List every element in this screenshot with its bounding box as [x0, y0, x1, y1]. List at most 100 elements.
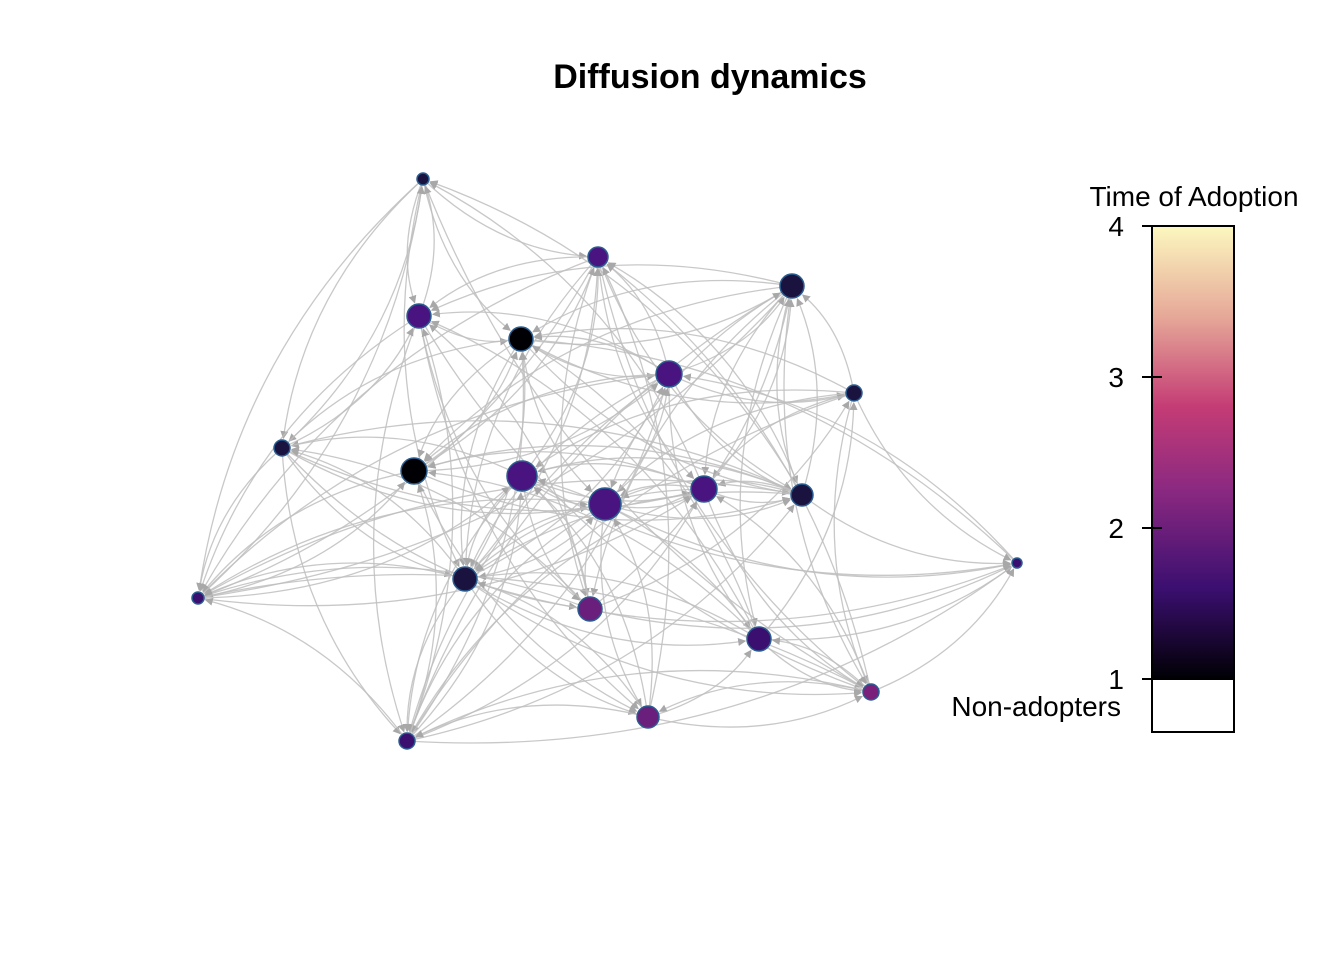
network-edge — [658, 681, 872, 712]
legend-ticks: 4 3 2 1 — [1108, 211, 1162, 695]
network-edge — [597, 256, 695, 479]
network-node — [577, 596, 603, 622]
network-edge — [202, 470, 415, 593]
network-edge — [801, 294, 855, 394]
network-edge — [532, 345, 760, 640]
network-edge — [520, 338, 791, 496]
network-edge — [464, 386, 664, 580]
network-edge — [647, 695, 863, 728]
network-edge — [520, 338, 846, 404]
network-node — [1011, 557, 1023, 569]
network-node — [636, 705, 660, 729]
network-node — [191, 591, 205, 605]
network-edge — [417, 338, 522, 458]
network-edge — [427, 469, 760, 640]
network-edge — [406, 484, 437, 742]
network-node — [416, 172, 430, 186]
network-node — [746, 626, 772, 652]
network-edge — [701, 285, 793, 476]
network-edge — [290, 436, 523, 477]
network-node — [779, 273, 805, 299]
legend-non-adopters-box — [1151, 678, 1235, 733]
network-edge — [413, 351, 518, 472]
network-edge — [290, 448, 466, 580]
network-edge — [758, 638, 863, 695]
network-edge — [422, 178, 863, 688]
network-edge — [712, 392, 855, 478]
network-edge — [870, 568, 1015, 693]
network-edge — [406, 491, 525, 742]
network-edge — [403, 178, 460, 568]
network-node — [587, 246, 609, 268]
network-edge — [409, 503, 606, 733]
network-edge — [533, 486, 591, 610]
network-edge — [535, 389, 855, 468]
network-edge — [682, 373, 1018, 564]
network-edge — [196, 178, 424, 592]
network-edge — [739, 285, 793, 627]
network-edge — [853, 392, 1012, 561]
network-edge — [197, 185, 425, 599]
network-edge — [521, 475, 581, 601]
network-edge — [205, 573, 872, 693]
network-edge — [204, 597, 408, 742]
network-edge — [402, 578, 466, 732]
network-edge — [424, 373, 670, 462]
network-node — [588, 487, 622, 521]
network-edge — [281, 327, 414, 449]
network-edge — [422, 178, 588, 260]
network-edge — [464, 578, 747, 646]
network-edge — [477, 572, 760, 640]
network-edge — [198, 315, 420, 592]
network-node — [845, 384, 863, 402]
network-edge — [418, 315, 862, 690]
network-edge — [477, 581, 649, 718]
network-edge — [411, 488, 705, 734]
network-node — [790, 483, 814, 507]
network-node — [655, 360, 683, 388]
network-edge — [196, 447, 283, 592]
network-edge — [475, 491, 803, 572]
network-node — [273, 439, 291, 457]
legend-title: Time of Adoption — [1089, 181, 1298, 212]
network-edge — [204, 566, 591, 610]
network-edge — [288, 338, 522, 442]
network-edge — [281, 447, 578, 611]
network-edge — [458, 338, 522, 567]
network-edge — [429, 182, 705, 490]
network-edge — [280, 178, 424, 440]
network-edge — [281, 447, 453, 578]
network-edge — [406, 351, 527, 742]
network-edge — [429, 180, 803, 496]
network-edge — [197, 481, 406, 599]
network-edge — [801, 494, 1012, 568]
network-edge — [771, 637, 872, 693]
network-edge — [537, 478, 760, 640]
network-edge — [534, 339, 1018, 564]
network-edge — [589, 400, 850, 610]
network-edge — [521, 475, 1012, 576]
network-edge — [197, 267, 593, 599]
network-node — [508, 326, 534, 352]
network-edge — [291, 420, 803, 496]
network-edge — [600, 503, 642, 707]
network-edge — [406, 387, 667, 742]
network-edge — [520, 292, 781, 346]
network-edge — [716, 496, 872, 693]
network-edge — [418, 315, 581, 601]
network-edge — [430, 264, 793, 311]
network-edge — [647, 649, 752, 718]
network-edge — [406, 328, 454, 742]
network-edge — [404, 475, 523, 733]
network-node — [400, 457, 428, 485]
legend-tick-label: 2 — [1108, 513, 1124, 544]
network-edge — [590, 285, 793, 597]
network-edge — [418, 185, 435, 317]
network-edge — [796, 298, 818, 496]
network-edge — [411, 392, 855, 733]
network-edge — [602, 266, 670, 718]
network-edge — [474, 488, 705, 571]
network-edge — [281, 447, 401, 735]
network-edge — [415, 704, 649, 738]
